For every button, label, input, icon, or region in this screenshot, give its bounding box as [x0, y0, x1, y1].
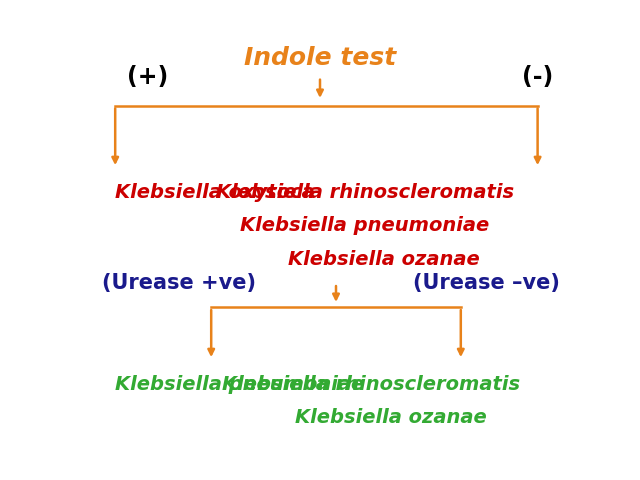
Text: (Urease –ve): (Urease –ve): [413, 273, 560, 293]
Text: Klebsiella oxytoca: Klebsiella oxytoca: [115, 182, 315, 202]
Text: Klebsiella rhinoscleromatis: Klebsiella rhinoscleromatis: [222, 374, 520, 394]
Text: (Urease +ve): (Urease +ve): [102, 273, 256, 293]
Text: (+): (+): [127, 65, 168, 89]
Text: Klebsiella rhinoscleromatis: Klebsiella rhinoscleromatis: [216, 182, 514, 202]
Text: (-): (-): [522, 65, 553, 89]
Text: Klebsiella pneumoniae: Klebsiella pneumoniae: [115, 374, 364, 394]
Text: Klebsiella ozanae: Klebsiella ozanae: [288, 250, 480, 269]
Text: Klebsiella ozanae: Klebsiella ozanae: [294, 408, 486, 427]
Text: Indole test: Indole test: [244, 46, 396, 70]
Text: Klebsiella pneumoniae: Klebsiella pneumoniae: [240, 216, 490, 235]
